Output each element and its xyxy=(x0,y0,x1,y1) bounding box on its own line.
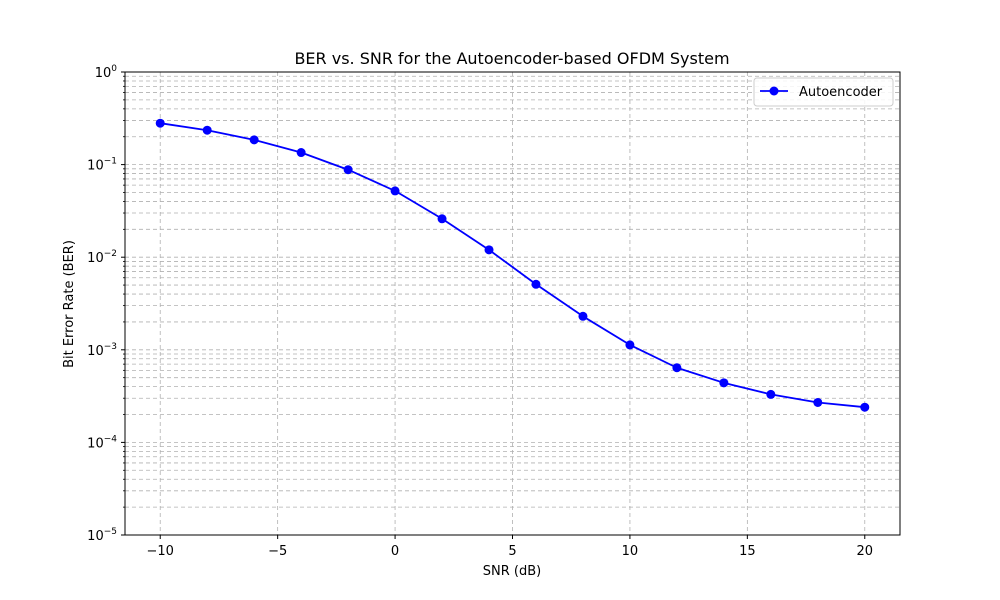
y-axis-title: Bit Error Rate (BER) xyxy=(62,240,77,368)
data-point xyxy=(578,311,588,321)
data-point xyxy=(155,118,165,128)
y-tick-label: 10−3 xyxy=(87,342,117,359)
data-point xyxy=(625,340,635,350)
data-point xyxy=(202,125,212,135)
x-tick-label: 20 xyxy=(856,544,873,559)
series-line-autoencoder xyxy=(160,122,865,409)
data-point xyxy=(813,397,823,407)
data-point xyxy=(437,214,447,224)
x-tick-label: −5 xyxy=(268,544,287,559)
data-point xyxy=(296,148,306,158)
x-tick-label: 0 xyxy=(391,544,399,559)
x-axis-title: SNR (dB) xyxy=(483,564,541,579)
y-tick-label: 10−4 xyxy=(87,434,117,451)
legend: Autoencoder xyxy=(753,77,894,107)
legend-label: Autoencoder xyxy=(799,85,883,100)
data-point xyxy=(766,389,776,399)
data-point xyxy=(719,378,729,388)
legend-box xyxy=(753,77,894,107)
y-tick-label: 10−2 xyxy=(87,249,117,266)
data-point xyxy=(249,135,259,145)
grid xyxy=(125,71,900,536)
x-tick-label: 15 xyxy=(739,544,756,559)
series-layer xyxy=(155,118,870,412)
data-point xyxy=(343,165,353,175)
x-tick-label: 10 xyxy=(622,544,639,559)
y-tick-label: 10−1 xyxy=(87,157,117,174)
x-tick-label: −10 xyxy=(147,544,174,559)
chart-title: BER vs. SNR for the Autoencoder-based OF… xyxy=(294,49,729,68)
data-point xyxy=(484,245,494,255)
y-tick-label: 100 xyxy=(95,64,118,81)
y-axis-ticks: 10−5 10−4 10−3 10−2 10−1 100 xyxy=(87,64,125,544)
data-point xyxy=(531,279,541,289)
x-axis-ticks: −10 −5 0 5 10 15 20 xyxy=(147,535,873,559)
y-tick-label: 10−5 xyxy=(87,527,117,544)
data-point xyxy=(672,363,682,373)
legend-marker-sample xyxy=(769,86,779,96)
data-point xyxy=(390,186,400,196)
data-point xyxy=(860,402,870,412)
x-tick-label: 5 xyxy=(508,544,516,559)
